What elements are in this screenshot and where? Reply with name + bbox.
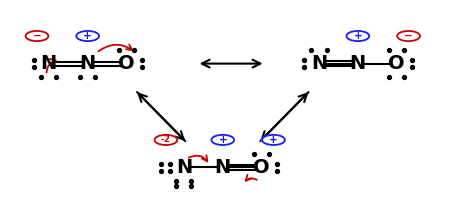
Text: N: N <box>215 158 231 177</box>
Circle shape <box>346 31 369 41</box>
Text: −: − <box>33 31 41 41</box>
Circle shape <box>211 135 234 145</box>
Text: +: + <box>269 135 278 145</box>
Text: O: O <box>388 54 405 73</box>
Circle shape <box>397 31 420 41</box>
Text: N: N <box>80 54 96 73</box>
Text: -2: -2 <box>161 135 171 144</box>
Text: +: + <box>83 31 92 41</box>
Text: O: O <box>118 54 135 73</box>
Text: +: + <box>354 31 362 41</box>
Circle shape <box>155 135 177 145</box>
Text: +: + <box>219 135 227 145</box>
Text: O: O <box>253 158 270 177</box>
Text: N: N <box>176 158 192 177</box>
Circle shape <box>26 31 48 41</box>
Circle shape <box>76 31 99 41</box>
Text: −: − <box>404 31 413 41</box>
Text: N: N <box>350 54 366 73</box>
Text: N: N <box>41 54 57 73</box>
Circle shape <box>262 135 285 145</box>
Text: N: N <box>311 54 327 73</box>
